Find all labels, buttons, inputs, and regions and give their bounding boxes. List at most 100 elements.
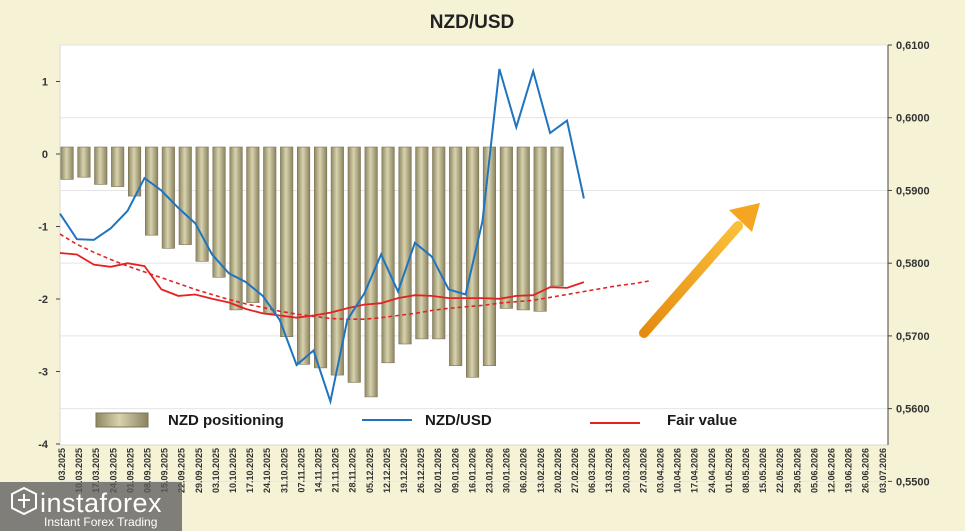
upward-arrow-icon xyxy=(639,203,760,338)
x-tick-label: 20.02.2026 xyxy=(553,448,563,493)
x-tick-label: 05.12.2025 xyxy=(365,448,375,493)
x-tick-label: 30.01.2026 xyxy=(502,448,512,493)
logo-wordmark: instaforex xyxy=(40,488,162,518)
positioning-bar xyxy=(499,146,513,309)
left-tick-label: -1 xyxy=(38,222,48,234)
legend: NZD positioning NZD/USD Fair value xyxy=(95,412,737,429)
positioning-bar xyxy=(449,146,463,366)
positioning-bar xyxy=(364,146,378,398)
x-axis: 03.2025 10.03.2025 17.03.2025 24.03.2025 01.… xyxy=(57,448,888,493)
logo-tagline: Instant Forex Trading xyxy=(44,515,157,529)
left-tick-label: -3 xyxy=(38,367,48,379)
positioning-bar xyxy=(229,146,243,311)
x-tick-label: 06.03.2026 xyxy=(587,448,597,493)
nzdusd-price-line xyxy=(59,67,585,406)
right-tick-label: 0,6000 xyxy=(896,113,930,125)
left-tick-label: -4 xyxy=(38,439,49,451)
positioning-bar xyxy=(145,146,159,236)
chart-title: NZD/USD xyxy=(430,12,514,33)
x-tick-label: 10.10.2025 xyxy=(228,448,238,493)
left-tick-label: -2 xyxy=(38,294,48,306)
positioning-bar xyxy=(212,146,226,278)
positioning-bar xyxy=(432,146,446,340)
x-tick-label: 20.03.2026 xyxy=(621,448,631,493)
positioning-bar xyxy=(178,146,192,245)
positioning-bar xyxy=(280,146,294,337)
positioning-bar xyxy=(77,146,91,178)
x-tick-label: 17.10.2025 xyxy=(245,448,255,493)
x-tick-label: 19.12.2025 xyxy=(399,448,409,493)
x-tick-label: 29.05.2026 xyxy=(792,448,802,493)
right-tick-label: 0,5800 xyxy=(896,258,930,270)
x-tick-label: 01.09.2025 xyxy=(125,448,135,493)
legend-label-fair: Fair value xyxy=(667,412,737,429)
fair-value-trend-line xyxy=(59,233,652,320)
positioning-bar xyxy=(195,146,209,262)
x-tick-label: 03.04.2026 xyxy=(656,448,666,493)
x-tick-label: 28.11.2025 xyxy=(348,448,358,493)
x-tick-label: 10.04.2026 xyxy=(673,448,683,493)
x-tick-label: 24.10.2025 xyxy=(262,448,272,493)
x-tick-label: 31.10.2025 xyxy=(279,448,289,493)
positioning-bar xyxy=(415,146,429,340)
left-axis: 1 0 -1 -2 -3 -4 xyxy=(38,77,60,451)
x-tick-label: 23.01.2026 xyxy=(485,448,495,493)
positioning-bar xyxy=(482,146,497,366)
positioning-bar xyxy=(60,146,74,180)
positioning-bars xyxy=(60,146,564,398)
logo-mark-icon xyxy=(11,486,37,516)
positioning-bar xyxy=(381,146,395,364)
x-tick-label: 08.05.2026 xyxy=(741,448,751,493)
x-tick-label: 22.05.2026 xyxy=(775,448,785,493)
x-tick-label: 24.04.2026 xyxy=(707,448,717,493)
x-tick-label: 17.03.2025 xyxy=(91,448,101,493)
legend-label-price: NZD/USD xyxy=(425,412,492,429)
x-tick-label: 05.06.2026 xyxy=(809,448,819,493)
series-lines xyxy=(59,67,652,406)
x-tick-label: 14.11.2025 xyxy=(314,448,324,493)
x-tick-label: 03.07.2026 xyxy=(878,448,888,493)
right-tick-label: 0,5500 xyxy=(896,476,930,488)
x-tick-label: 08.09.2025 xyxy=(143,448,153,493)
x-tick-label: 22.09.2025 xyxy=(177,448,187,493)
positioning-bar xyxy=(263,146,277,314)
positioning-bar xyxy=(111,146,125,187)
right-tick-label: 0,6100 xyxy=(896,40,930,52)
positioning-bar xyxy=(347,146,361,383)
right-tick-label: 0,5600 xyxy=(896,404,930,416)
left-tick-label: 0 xyxy=(42,149,48,161)
positioning-bar xyxy=(313,146,328,369)
x-tick-label: 24.03.2025 xyxy=(108,448,118,493)
x-tick-label: 09.01.2026 xyxy=(450,448,460,493)
right-axis: 0,6100 0,6000 0,5900 0,5800 0,5700 0,5600 0,55… xyxy=(888,40,930,488)
x-tick-label: 26.06.2026 xyxy=(861,448,871,493)
positioning-bar xyxy=(330,146,344,376)
x-tick-label: 03.2025 xyxy=(57,448,67,481)
x-tick-label: 27.02.2026 xyxy=(570,448,580,493)
positioning-bar xyxy=(533,146,547,312)
x-tick-label: 17.04.2026 xyxy=(690,448,700,493)
positioning-bar xyxy=(94,146,108,185)
x-tick-label: 26.12.2025 xyxy=(416,448,426,493)
x-tick-label: 03.10.2025 xyxy=(211,448,221,493)
x-tick-label: 01.05.2026 xyxy=(724,448,734,493)
positioning-bar xyxy=(246,146,260,303)
positioning-bar xyxy=(296,146,311,365)
x-tick-label: 15.05.2026 xyxy=(758,448,768,493)
x-tick-label: 12.06.2026 xyxy=(827,448,837,493)
x-tick-label: 21.11.2025 xyxy=(331,448,341,493)
positioning-bar xyxy=(516,146,530,311)
fair-value-line xyxy=(59,252,585,319)
positioning-bar xyxy=(550,146,564,287)
x-tick-label: 15.09.2025 xyxy=(160,448,170,493)
legend-label-positioning: NZD positioning xyxy=(168,412,284,429)
x-tick-label: 06.02.2026 xyxy=(519,448,529,493)
left-tick-label: 1 xyxy=(42,77,48,89)
instaforex-logo: instaforex Instant Forex Trading xyxy=(0,482,182,531)
right-tick-label: 0,5700 xyxy=(896,331,930,343)
x-tick-label: 29.09.2025 xyxy=(194,448,204,493)
right-tick-label: 0,5900 xyxy=(896,185,930,197)
x-tick-label: 19.06.2026 xyxy=(844,448,854,493)
x-tick-label: 10.03.2025 xyxy=(74,448,84,493)
